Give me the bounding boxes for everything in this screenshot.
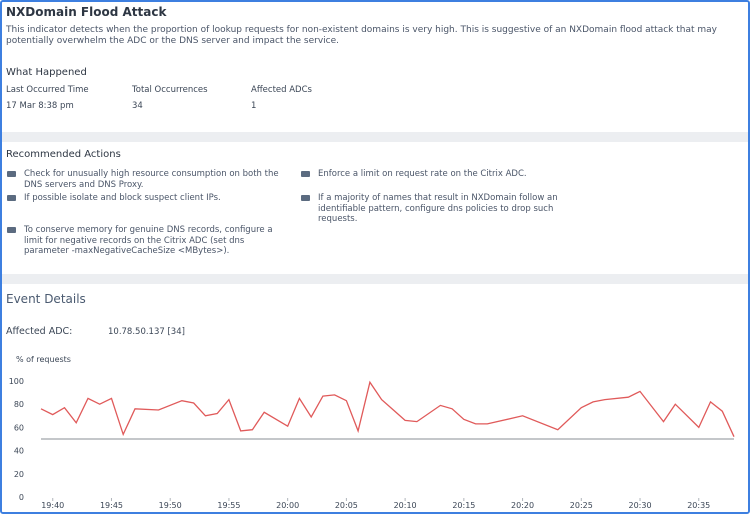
x-tick-label: 19:45 (100, 501, 123, 510)
x-tick-label: 20:10 (394, 501, 417, 510)
field-value: 1 (251, 101, 257, 111)
field-label: Total Occurrences (132, 85, 208, 95)
x-tick-label: 20:30 (629, 501, 652, 510)
section-heading: Recommended Actions (6, 149, 121, 160)
x-tick-label: 19:55 (217, 501, 240, 510)
line-chart: % of requests 0 20 40 60 80 100 19:40 19:45 19:5… (9, 355, 735, 510)
field-value: 34 (132, 101, 143, 111)
actions-panel: Recommended Actions Check for unusually … (2, 142, 748, 274)
bullet-icon (301, 195, 310, 201)
y-tick-label: 0 (19, 493, 24, 502)
affected-value: 10.78.50.137 [34] (108, 327, 185, 337)
bullet-icon (7, 227, 16, 233)
action-item: To conserve memory for genuine DNS recor… (24, 225, 273, 256)
action-item: If a majority of names that result in NX… (318, 193, 558, 224)
description: This indicator detects when the proporti… (6, 25, 717, 46)
data-line (40, 380, 735, 437)
event-panel: Event Details Affected ADC: 10.78.50.137… (2, 284, 748, 512)
bullet-icon (7, 171, 16, 177)
bullet-icon (301, 171, 310, 177)
bullet-icon (7, 195, 16, 201)
section-heading: What Happened (6, 67, 87, 78)
affected-label: Affected ADC: (6, 326, 73, 337)
summary-panel: NXDomain Flood Attack This indicator det… (2, 2, 748, 132)
field-label: Affected ADCs (251, 85, 312, 95)
y-tick-label: 80 (14, 400, 24, 409)
x-tick-label: 19:40 (41, 501, 64, 510)
field-value: 17 Mar 8:38 pm (6, 101, 74, 111)
x-tick-label: 19:50 (159, 501, 182, 510)
action-item: If possible isolate and block suspect cl… (24, 193, 221, 203)
section-heading: Event Details (6, 292, 86, 306)
field-label: Last Occurred Time (6, 85, 89, 95)
y-axis-title: % of requests (16, 355, 71, 364)
x-tick-label: 20:15 (452, 501, 475, 510)
y-tick-label: 20 (14, 470, 24, 479)
x-tick-label: 20:25 (570, 501, 593, 510)
page-title: NXDomain Flood Attack (6, 5, 167, 19)
action-item: Check for unusually high resource consum… (24, 169, 279, 190)
y-tick-label: 60 (14, 423, 24, 432)
y-tick-label: 40 (14, 447, 24, 456)
action-item: Enforce a limit on request rate on the C… (318, 169, 527, 179)
x-tick-label: 20:20 (511, 501, 534, 510)
y-tick-label: 100 (9, 377, 24, 386)
x-tick-label: 20:05 (335, 501, 358, 510)
x-tick-label: 20:00 (276, 501, 299, 510)
x-tick-label: 20:35 (687, 501, 710, 510)
